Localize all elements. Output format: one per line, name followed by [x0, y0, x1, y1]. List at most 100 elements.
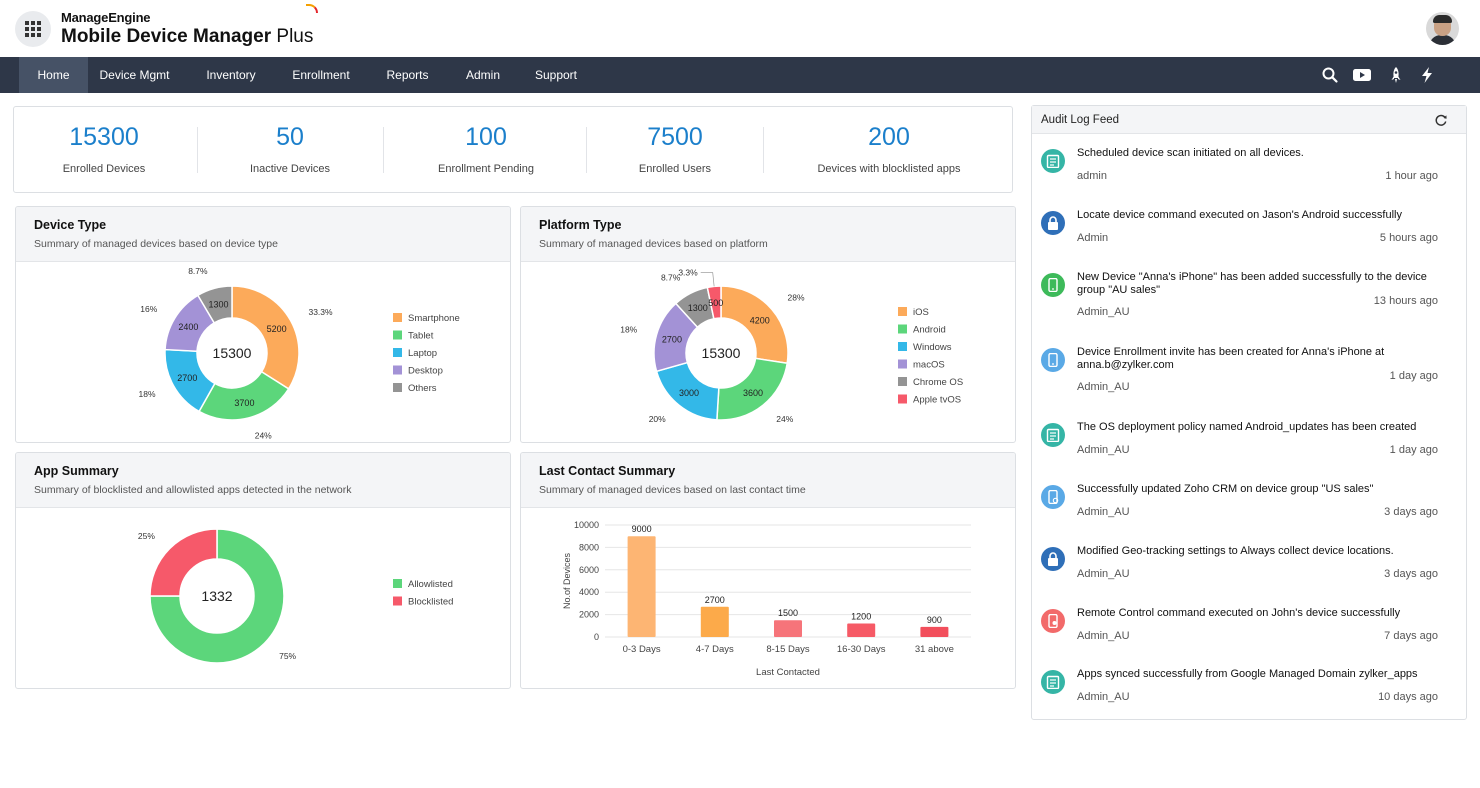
platform-type-panel: Platform Type Summary of managed devices…	[520, 206, 1016, 443]
pie-slice-allowlisted[interactable]	[149, 528, 285, 664]
nav-support[interactable]: Support	[534, 68, 578, 82]
x-tick-label: 8-15 Days	[766, 644, 810, 655]
audit-user: Admin_AU	[1077, 691, 1130, 703]
legend-item: Allowlisted	[408, 579, 453, 590]
legend-swatch	[393, 579, 402, 588]
product-logo[interactable]: ManageEngine Mobile Device Manager Plus	[61, 4, 319, 48]
search-icon[interactable]	[1321, 66, 1339, 84]
top-header: ManageEngine Mobile Device Manager Plus	[0, 0, 1480, 57]
audit-message: Successfully updated Zoho CRM on device …	[1077, 483, 1374, 495]
bar-value-label: 1500	[778, 608, 798, 618]
audit-message: Scheduled device scan initiated on all d…	[1077, 147, 1304, 159]
audit-message: The OS deployment policy named Android_u…	[1077, 421, 1417, 433]
pie-slice-smartphone[interactable]	[231, 285, 300, 390]
audit-user: Admin	[1077, 232, 1109, 244]
refresh-icon[interactable]	[1434, 113, 1448, 127]
stat-inactive-devices[interactable]: 50 Inactive Devices	[200, 107, 380, 194]
bar-value-label: 2700	[705, 595, 725, 605]
data-label: 4200	[750, 315, 770, 325]
x-tick-label: 31 above	[915, 644, 954, 655]
leader-line	[712, 272, 715, 287]
remote-control-icon	[1041, 609, 1065, 633]
legend-item: Smartphone	[408, 313, 460, 324]
bar-4-7-days[interactable]	[700, 606, 729, 637]
percent-label: 3.3%	[678, 267, 698, 277]
audit-entry[interactable]: New Device "Anna's iPhone" has been adde…	[1032, 271, 1466, 327]
bar-value-label: 1200	[851, 612, 871, 622]
audit-time: 10 days ago	[1378, 691, 1438, 703]
clipboard-icon	[1041, 670, 1065, 694]
pie-slice-apple-tvos[interactable]	[706, 285, 722, 320]
device-type-chart: 5200 33.3% 3700 24% 2700 18% 2400 16% 1300 8.7% 15…	[139, 266, 460, 440]
audit-time: 3 days ago	[1384, 506, 1438, 518]
stat-value: 15300	[69, 123, 139, 151]
pie-slice-others[interactable]	[196, 285, 233, 324]
grid-icon	[25, 21, 41, 37]
audit-title: Audit Log Feed	[1041, 114, 1120, 126]
bar-31-above[interactable]	[920, 626, 949, 637]
stat-enrollment-pending[interactable]: 100 Enrollment Pending	[386, 107, 586, 194]
legend-swatch	[898, 359, 907, 369]
clipboard-icon	[1041, 149, 1065, 173]
nav-home[interactable]: Home	[19, 57, 88, 93]
lock-icon	[1041, 547, 1065, 571]
audit-entry[interactable]: Modified Geo-tracking settings to Always…	[1032, 545, 1466, 601]
bar-16-30-days[interactable]	[847, 623, 876, 637]
nav-admin[interactable]: Admin	[465, 68, 500, 82]
audit-time: 1 day ago	[1389, 370, 1438, 382]
legend-item: Laptop	[408, 348, 437, 359]
stat-enrolled-users[interactable]: 7500 Enrolled Users	[589, 107, 761, 194]
pie-slice-blocklisted[interactable]	[149, 528, 218, 597]
legend-item: Chrome OS	[913, 377, 963, 388]
audit-time: 7 days ago	[1384, 630, 1438, 642]
data-label: 3000	[679, 388, 699, 398]
stat-enrolled-devices[interactable]: 15300 Enrolled Devices	[14, 107, 194, 194]
y-tick-label: 0	[594, 632, 599, 642]
audit-time: 13 hours ago	[1373, 295, 1438, 307]
lock-icon	[1041, 211, 1065, 235]
audit-entry[interactable]: Remote Control command executed on John'…	[1032, 607, 1466, 663]
audit-entry[interactable]: Successfully updated Zoho CRM on device …	[1032, 483, 1466, 539]
percent-label: 25%	[138, 531, 155, 541]
audit-message: Device Enrollment invite has been create…	[1077, 346, 1385, 371]
legend-item: macOS	[913, 360, 945, 371]
y-tick-label: 2000	[579, 610, 599, 620]
audit-entry[interactable]: Locate device command executed on Jason'…	[1032, 209, 1466, 265]
stat-value: 7500	[647, 123, 703, 151]
audit-entry[interactable]: Device Enrollment invite has been create…	[1032, 346, 1466, 402]
panel-subtitle: Summary of managed devices based on plat…	[539, 238, 768, 250]
audit-entry[interactable]: Apps synced successfully from Google Man…	[1032, 668, 1466, 724]
nav-reports[interactable]: Reports	[386, 68, 429, 82]
nav-device-mgmt[interactable]: Device Mgmt	[99, 68, 170, 82]
audit-time: 1 day ago	[1389, 444, 1438, 456]
legend-swatch	[393, 330, 402, 340]
app-launcher-button[interactable]	[15, 11, 51, 47]
stat-label: Enrolled Devices	[62, 163, 146, 175]
lightning-icon[interactable]	[1418, 66, 1436, 84]
y-tick-label: 8000	[579, 542, 599, 552]
audit-entry[interactable]: The OS deployment policy named Android_u…	[1032, 421, 1466, 477]
app-summary-chart: 75% 25% 1332 Allowlisted Blocklisted	[138, 528, 453, 664]
audit-user: Admin_AU	[1077, 444, 1130, 456]
legend-item: Desktop	[408, 366, 443, 377]
stat-blocklisted-devices[interactable]: 200 Devices with blocklisted apps	[766, 107, 1012, 194]
legend-swatch	[898, 324, 907, 334]
rocket-icon[interactable]	[1387, 66, 1405, 84]
user-avatar[interactable]	[1426, 12, 1459, 45]
video-icon[interactable]	[1352, 66, 1372, 84]
bar-0-3-days[interactable]	[627, 536, 656, 637]
y-tick-label: 4000	[579, 587, 599, 597]
audit-user: admin	[1077, 170, 1107, 182]
stat-label: Enrolled Users	[638, 163, 712, 175]
data-label: 2400	[178, 322, 198, 332]
legend-swatch	[393, 313, 402, 322]
x-tick-label: 16-30 Days	[837, 644, 886, 655]
nav-enrollment[interactable]: Enrollment	[292, 68, 350, 82]
audit-entry[interactable]: Scheduled device scan initiated on all d…	[1032, 147, 1466, 203]
audit-message: New Device "Anna's iPhone" has been adde…	[1077, 271, 1427, 296]
panel-title: App Summary	[34, 464, 119, 478]
data-label: 1300	[688, 303, 708, 313]
nav-inventory[interactable]: Inventory	[206, 68, 256, 82]
bar-8-15-days[interactable]	[774, 620, 802, 637]
legend-item: Windows	[913, 342, 952, 353]
